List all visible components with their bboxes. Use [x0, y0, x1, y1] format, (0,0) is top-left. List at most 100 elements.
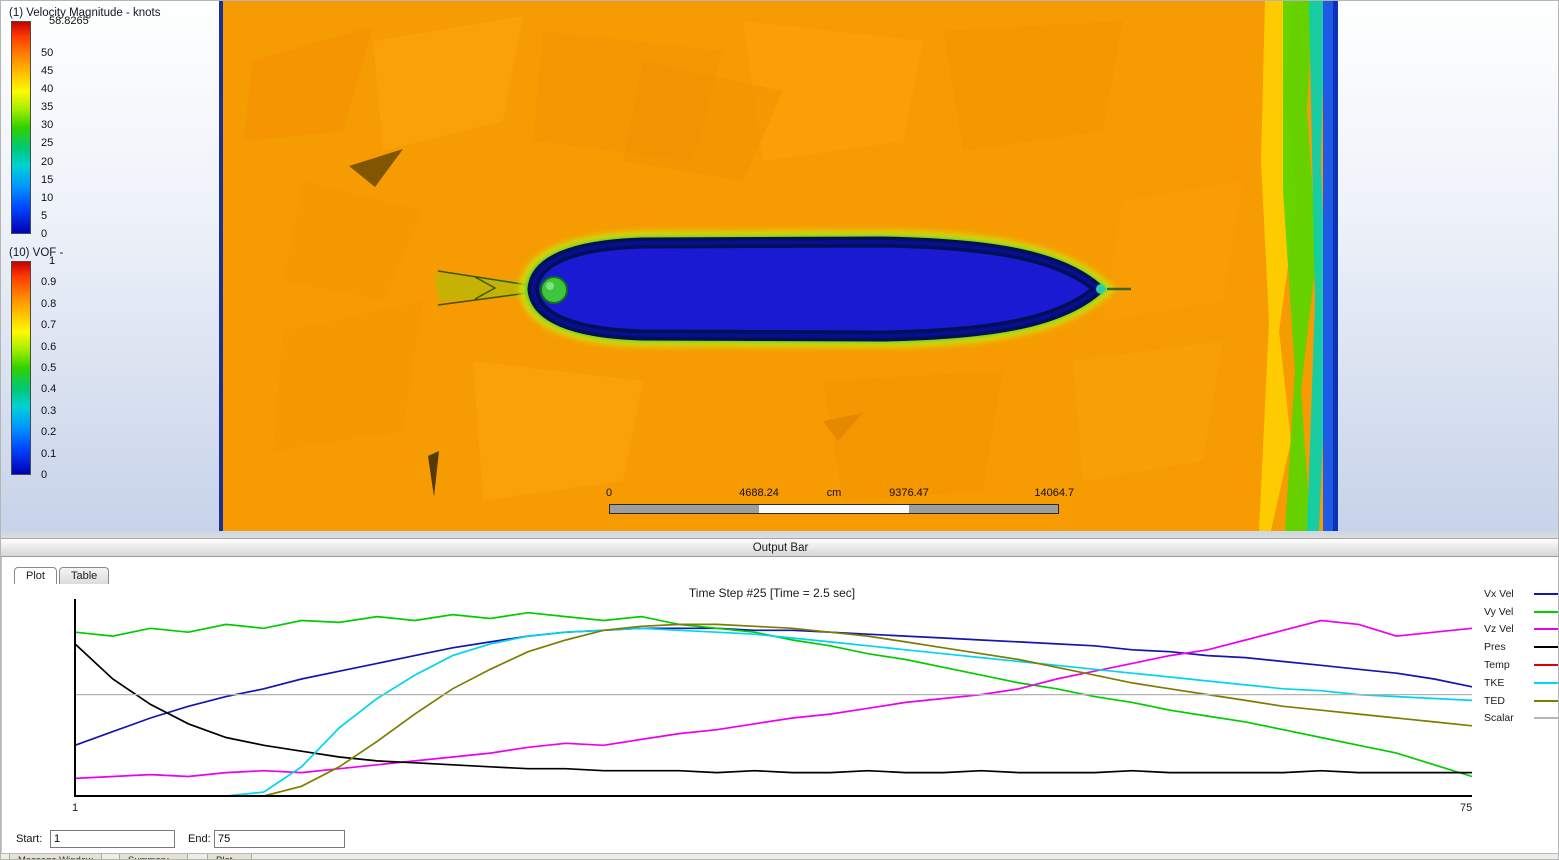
chart-legend-item-vx-vel: Vx Vel	[1484, 585, 1558, 603]
chart-legend-label: Pres	[1484, 641, 1506, 654]
viewport-left-border	[219, 1, 223, 531]
legend-tick: 50	[41, 46, 54, 59]
velocity-legend-ticks: 58.8265 50 45 40 35 30 25 20 15 10 5 0	[41, 15, 211, 240]
scale-bar-ruler	[609, 504, 1059, 514]
scale-label-1: 4688.24	[739, 487, 779, 499]
chart-legend-item-tke: TKE	[1484, 674, 1558, 692]
velocity-legend-title: (1) Velocity Magnitude - knots	[9, 7, 161, 19]
vof-legend-ticks: 1 0.9 0.8 0.7 0.6 0.5 0.4 0.3 0.2 0.1 0	[41, 255, 211, 481]
x-tick-max: 75	[1460, 802, 1472, 814]
chart-legend-label: TED	[1484, 694, 1505, 707]
range-controls: Start: End:	[2, 829, 1558, 851]
legend-tick: 10	[41, 191, 54, 204]
x-tick-min: 1	[72, 802, 78, 814]
tab-message-window[interactable]: Message Window	[9, 854, 102, 859]
legend-tick: 0.3	[41, 404, 57, 417]
panel-splitter[interactable]	[1, 531, 1558, 539]
legend-tick: 1	[49, 255, 56, 267]
velocity-colorbar	[11, 21, 31, 234]
series-line-ted	[75, 623, 1473, 797]
probe-marker-highlight	[546, 282, 554, 290]
legend-tick: 5	[41, 209, 48, 222]
scale-bar: 0 4688.24 cm 9376.47 14064.7	[606, 487, 1074, 517]
chart-legend-item-temp: Temp	[1484, 656, 1558, 674]
chart-legend-label: Vz Vel	[1484, 623, 1514, 636]
scale-unit-label: cm	[826, 487, 842, 499]
tab-plot-bottom[interactable]: Plot ...	[207, 854, 252, 859]
series-line-tke	[75, 627, 1473, 797]
bow-tip-spray	[1096, 284, 1106, 294]
legend-tick: 0.2	[41, 426, 57, 439]
surface-facets	[243, 16, 1243, 501]
scale-label-3: 14064.7	[1034, 487, 1075, 499]
legend-tick: 15	[41, 173, 54, 186]
series-line-vz-vel	[74, 619, 1473, 780]
chart-legend-swatch	[1534, 592, 1558, 595]
vof-colorbar	[11, 261, 31, 475]
chart-legend-item-vz-vel: Vz Vel	[1484, 621, 1558, 639]
legend-tick: 0.6	[41, 340, 57, 353]
legend-tick: 45	[41, 65, 54, 78]
vof-legend: (10) VOF - 1 0.9 0.8 0.7 0.6 0.5 0.4 0.3 0.2 0.1 0	[1, 245, 219, 487]
tab-summary[interactable]: Summary ...	[119, 854, 189, 859]
chart-legend-swatch	[1534, 664, 1558, 667]
scale-label-0: 0	[606, 487, 613, 499]
legend-tick: 0.1	[41, 447, 57, 460]
outflow-boundary-band	[1259, 1, 1338, 531]
chart-legend-label: Temp	[1484, 659, 1510, 672]
legend-tick: 0.5	[41, 362, 57, 374]
chart-legend: Vx Vel Vy Vel Vz Vel Pres Temp TKE TED Scalar	[1484, 585, 1558, 728]
vof-legend-title: (10) VOF -	[9, 247, 64, 259]
chart-legend-label: TKE	[1484, 676, 1505, 689]
chart-legend-item-pres: Pres	[1484, 638, 1558, 656]
viewport-canvas[interactable]: 0 4688.24 cm 9376.47 14064.7	[223, 1, 1338, 531]
legend-tick: 0.4	[41, 383, 57, 396]
output-bar-header[interactable]: Output Bar	[1, 539, 1558, 557]
end-label: End:	[188, 833, 211, 845]
plot-tab-bar: Plot Table	[14, 565, 111, 584]
chart-legend-label: Vx Vel	[1484, 587, 1514, 600]
start-input[interactable]	[50, 830, 175, 848]
series-line-pres	[74, 643, 1472, 774]
chart-legend-label: Vy Vel	[1484, 605, 1514, 618]
chart-legend-swatch	[1534, 681, 1558, 684]
chart-title: Time Step #25 [Time = 2.5 sec]	[689, 586, 855, 600]
chart-legend-swatch	[1534, 628, 1558, 631]
tab-plot[interactable]: Plot	[14, 567, 57, 584]
chart-legend-item-ted: TED	[1484, 692, 1558, 710]
end-input[interactable]	[214, 830, 345, 848]
scale-label-2: 9376.47	[889, 487, 929, 499]
bow-wake	[435, 270, 536, 306]
chart-legend-swatch	[1534, 610, 1558, 613]
probe-marker[interactable]	[540, 276, 568, 304]
output-bar-title: Output Bar	[752, 542, 809, 554]
viewport-region: (1) Velocity Magnitude - knots 58.8265 50…	[1, 1, 1558, 531]
chart-legend-swatch	[1534, 699, 1558, 702]
legend-tick: 0.9	[41, 276, 57, 289]
cfd-render	[223, 1, 1338, 531]
bottom-tab-bar: Message Window Summary ... Plot ...	[1, 853, 1558, 859]
legend-tick: 0	[41, 469, 48, 481]
legend-tick: 0.8	[41, 297, 57, 310]
chart-legend-label: Scalar	[1484, 712, 1514, 725]
legend-tick: 40	[41, 83, 54, 96]
chart-legend-swatch	[1534, 717, 1558, 720]
chart-legend-item-scalar: Scalar	[1484, 710, 1558, 728]
legend-tick: 0	[41, 228, 48, 240]
legend-tick: 0.7	[41, 319, 57, 332]
legend-tick: 25	[41, 137, 54, 150]
velocity-legend: (1) Velocity Magnitude - knots 58.8265 50…	[1, 5, 219, 247]
legend-tick: 20	[41, 155, 54, 168]
tab-table[interactable]: Table	[58, 567, 110, 584]
legend-tick: 35	[41, 101, 54, 114]
start-label: Start:	[16, 833, 43, 845]
timeseries-chart: Time Step #25 [Time = 2.5 sec] 1 75	[72, 586, 1473, 814]
chart-series	[74, 611, 1473, 797]
series-line-vx-vel	[74, 627, 1473, 747]
plot-panel: Plot Table Time Step #25 [Time = 2.5 sec…	[1, 557, 1558, 853]
boat-hull	[527, 236, 1107, 342]
chart-legend-swatch	[1534, 646, 1558, 649]
chart-legend-item-vy-vel: Vy Vel	[1484, 603, 1558, 621]
legend-tick: 30	[41, 119, 54, 132]
